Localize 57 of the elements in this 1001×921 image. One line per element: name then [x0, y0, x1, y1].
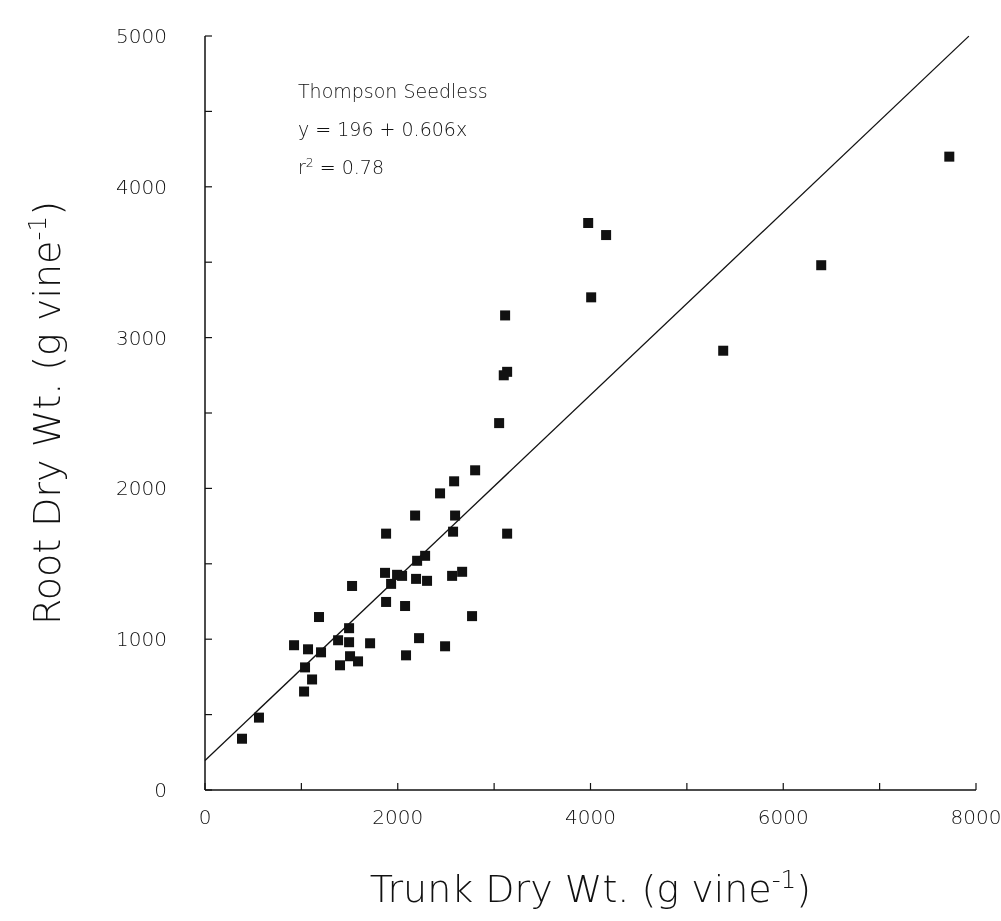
point	[410, 510, 421, 521]
point	[498, 370, 509, 381]
point	[414, 633, 425, 644]
point	[335, 660, 346, 671]
point	[583, 217, 594, 228]
point	[601, 230, 612, 241]
point	[299, 686, 310, 697]
point	[380, 567, 391, 578]
point	[381, 528, 392, 539]
y-tick-label: 1000	[116, 627, 167, 652]
point	[411, 573, 422, 584]
point	[816, 260, 827, 271]
y-tick-label: 4000	[116, 174, 167, 199]
y-tick-label: 0	[154, 778, 167, 802]
point	[447, 570, 458, 581]
point	[314, 612, 325, 623]
point	[345, 651, 356, 662]
point	[467, 611, 478, 622]
x-tick-label: 6000	[757, 805, 809, 829]
point	[353, 656, 364, 667]
annotation: y = 196 + 0.606x	[298, 118, 468, 140]
y-tick-label: 5000	[116, 24, 167, 48]
y-tick-label: 2000	[116, 476, 167, 501]
point	[448, 526, 459, 537]
x-tick-label: 8000	[950, 805, 1001, 829]
point	[365, 638, 376, 649]
point	[435, 488, 446, 499]
point	[333, 635, 344, 646]
x-tick-label: 4000	[565, 805, 616, 829]
x-axis-title: Trunk Dry Wt. (g vine$^{-1}$)	[369, 864, 812, 911]
y-tick-label: 3000	[116, 325, 167, 350]
point	[253, 712, 264, 723]
point	[586, 292, 597, 303]
point	[400, 601, 411, 612]
point	[502, 528, 513, 539]
point	[944, 151, 955, 162]
x-tick-label: 2000	[372, 805, 424, 829]
point	[457, 566, 468, 577]
x-tick-label: 0	[198, 805, 212, 829]
point	[344, 637, 355, 648]
point	[401, 650, 412, 661]
point	[450, 510, 461, 521]
point	[470, 465, 481, 476]
point	[440, 641, 451, 652]
point	[718, 345, 729, 356]
point	[289, 640, 300, 651]
point	[307, 674, 318, 685]
annotation: r$^{2}$ = 0.78	[298, 156, 384, 178]
point	[500, 310, 511, 321]
point	[494, 418, 505, 429]
point	[347, 580, 358, 591]
point	[422, 575, 433, 586]
annotation: Thompson Seedless	[298, 80, 488, 102]
point	[237, 733, 248, 744]
point	[381, 596, 392, 607]
point	[449, 476, 460, 487]
point	[303, 644, 314, 655]
